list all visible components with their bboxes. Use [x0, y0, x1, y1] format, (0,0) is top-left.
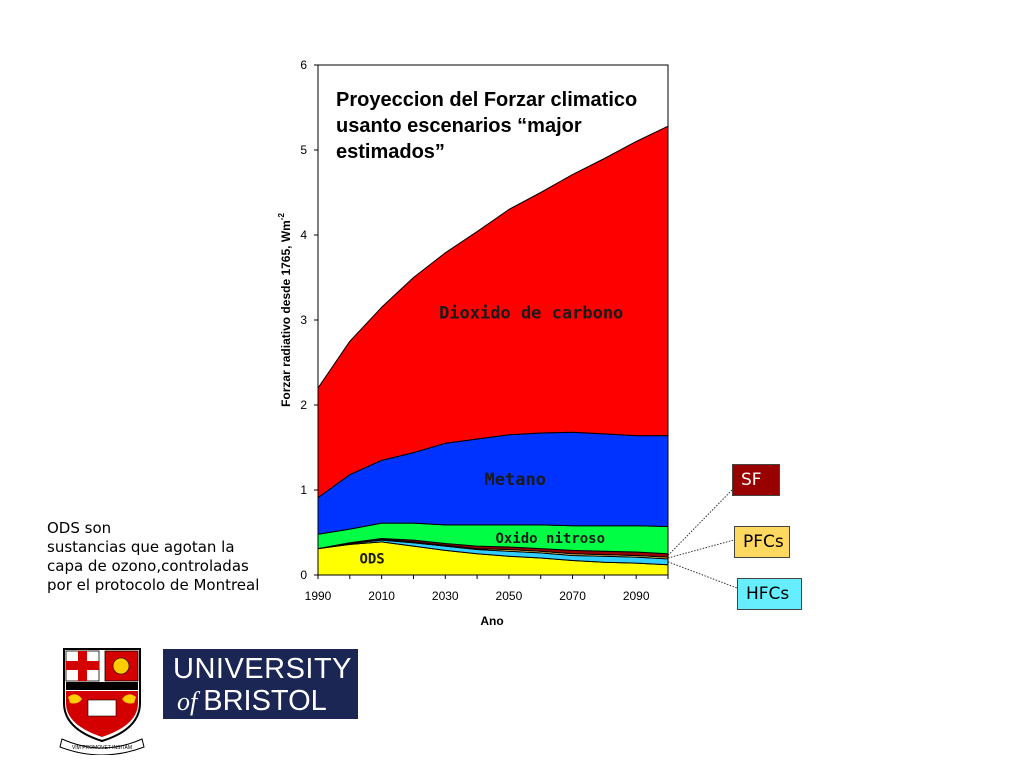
chart-title: Proyeccion del Forzar climatico usanto es…	[336, 89, 637, 163]
area-labels: ODS Oxido nitroso Metano Dioxido de carbono	[359, 304, 623, 568]
x-tick-label: 1990	[305, 589, 332, 603]
area-label-ods: ODS	[359, 551, 384, 567]
crest-lion-left	[68, 694, 82, 704]
chart-title-line: Proyeccion del Forzar climatico	[336, 89, 637, 111]
x-tick-label: 2090	[623, 589, 650, 603]
x-tick-label: 2030	[432, 589, 459, 603]
logo-line-bristol: of BRISTOL	[177, 685, 327, 718]
y-tick-label: 0	[300, 568, 307, 582]
y-tick-label: 2	[300, 398, 307, 412]
leader-hfcs	[667, 561, 738, 589]
chart-areas	[317, 125, 669, 576]
crest-band	[66, 682, 138, 690]
y-tick-label: 6	[300, 58, 307, 72]
crest-motto: VIM PROMOVET INSITAM	[72, 745, 132, 751]
university-of-bristol-logo: UNIVERSITY of BRISTOL	[163, 649, 358, 719]
logo-of: of	[177, 687, 198, 716]
area-label-metano: Metano	[485, 470, 546, 490]
crest-motto-ribbon	[59, 738, 145, 755]
x-axis-title: Ano	[480, 614, 503, 628]
leader-pfcs	[667, 539, 735, 559]
y-axis-title-superscript: -2	[277, 213, 286, 221]
area-label-oxido-nitroso: Oxido nitroso	[495, 531, 605, 547]
x-tick-label: 2010	[368, 589, 395, 603]
x-tick-label: 2070	[559, 589, 586, 603]
y-tick-label: 5	[300, 143, 307, 157]
crest-sun	[112, 657, 130, 675]
crest-ship	[87, 699, 117, 717]
chart-title-line: usanto escenarios “major	[336, 115, 582, 137]
callout-hfcs: HFCs	[737, 578, 802, 610]
leader-sf	[667, 489, 733, 556]
x-axis: 1990 2010 2030 2050 2070 2090	[305, 575, 669, 603]
x-tick-label: 2050	[496, 589, 523, 603]
callout-sf: SF	[732, 464, 780, 496]
y-tick-label: 4	[300, 228, 307, 242]
logo-bristol: BRISTOL	[203, 685, 327, 717]
y-tick-label: 1	[300, 483, 307, 497]
chart-title-line: estimados”	[336, 141, 445, 163]
area-label-dioxido-de-carbono: Dioxido de carbono	[439, 304, 623, 324]
y-axis: 0 1 2 3 4 5 6	[300, 58, 319, 582]
y-axis-title-main: Forzar radiativo desde 1765, Wm	[279, 220, 293, 407]
university-crest: VIM PROMOVET INSITAM	[59, 648, 145, 755]
logo-line-university: UNIVERSITY	[173, 653, 353, 685]
callout-pfcs: PFCs	[734, 526, 790, 558]
crest-lion-right	[122, 694, 136, 704]
ods-note: ODS son sustancias que agotan la capa de…	[47, 519, 260, 594]
y-axis-title: Forzar radiativo desde 1765, Wm-2	[277, 213, 293, 407]
y-tick-label: 3	[300, 313, 307, 327]
crest-cross-v	[78, 651, 87, 681]
callout-leader-lines	[667, 489, 738, 589]
